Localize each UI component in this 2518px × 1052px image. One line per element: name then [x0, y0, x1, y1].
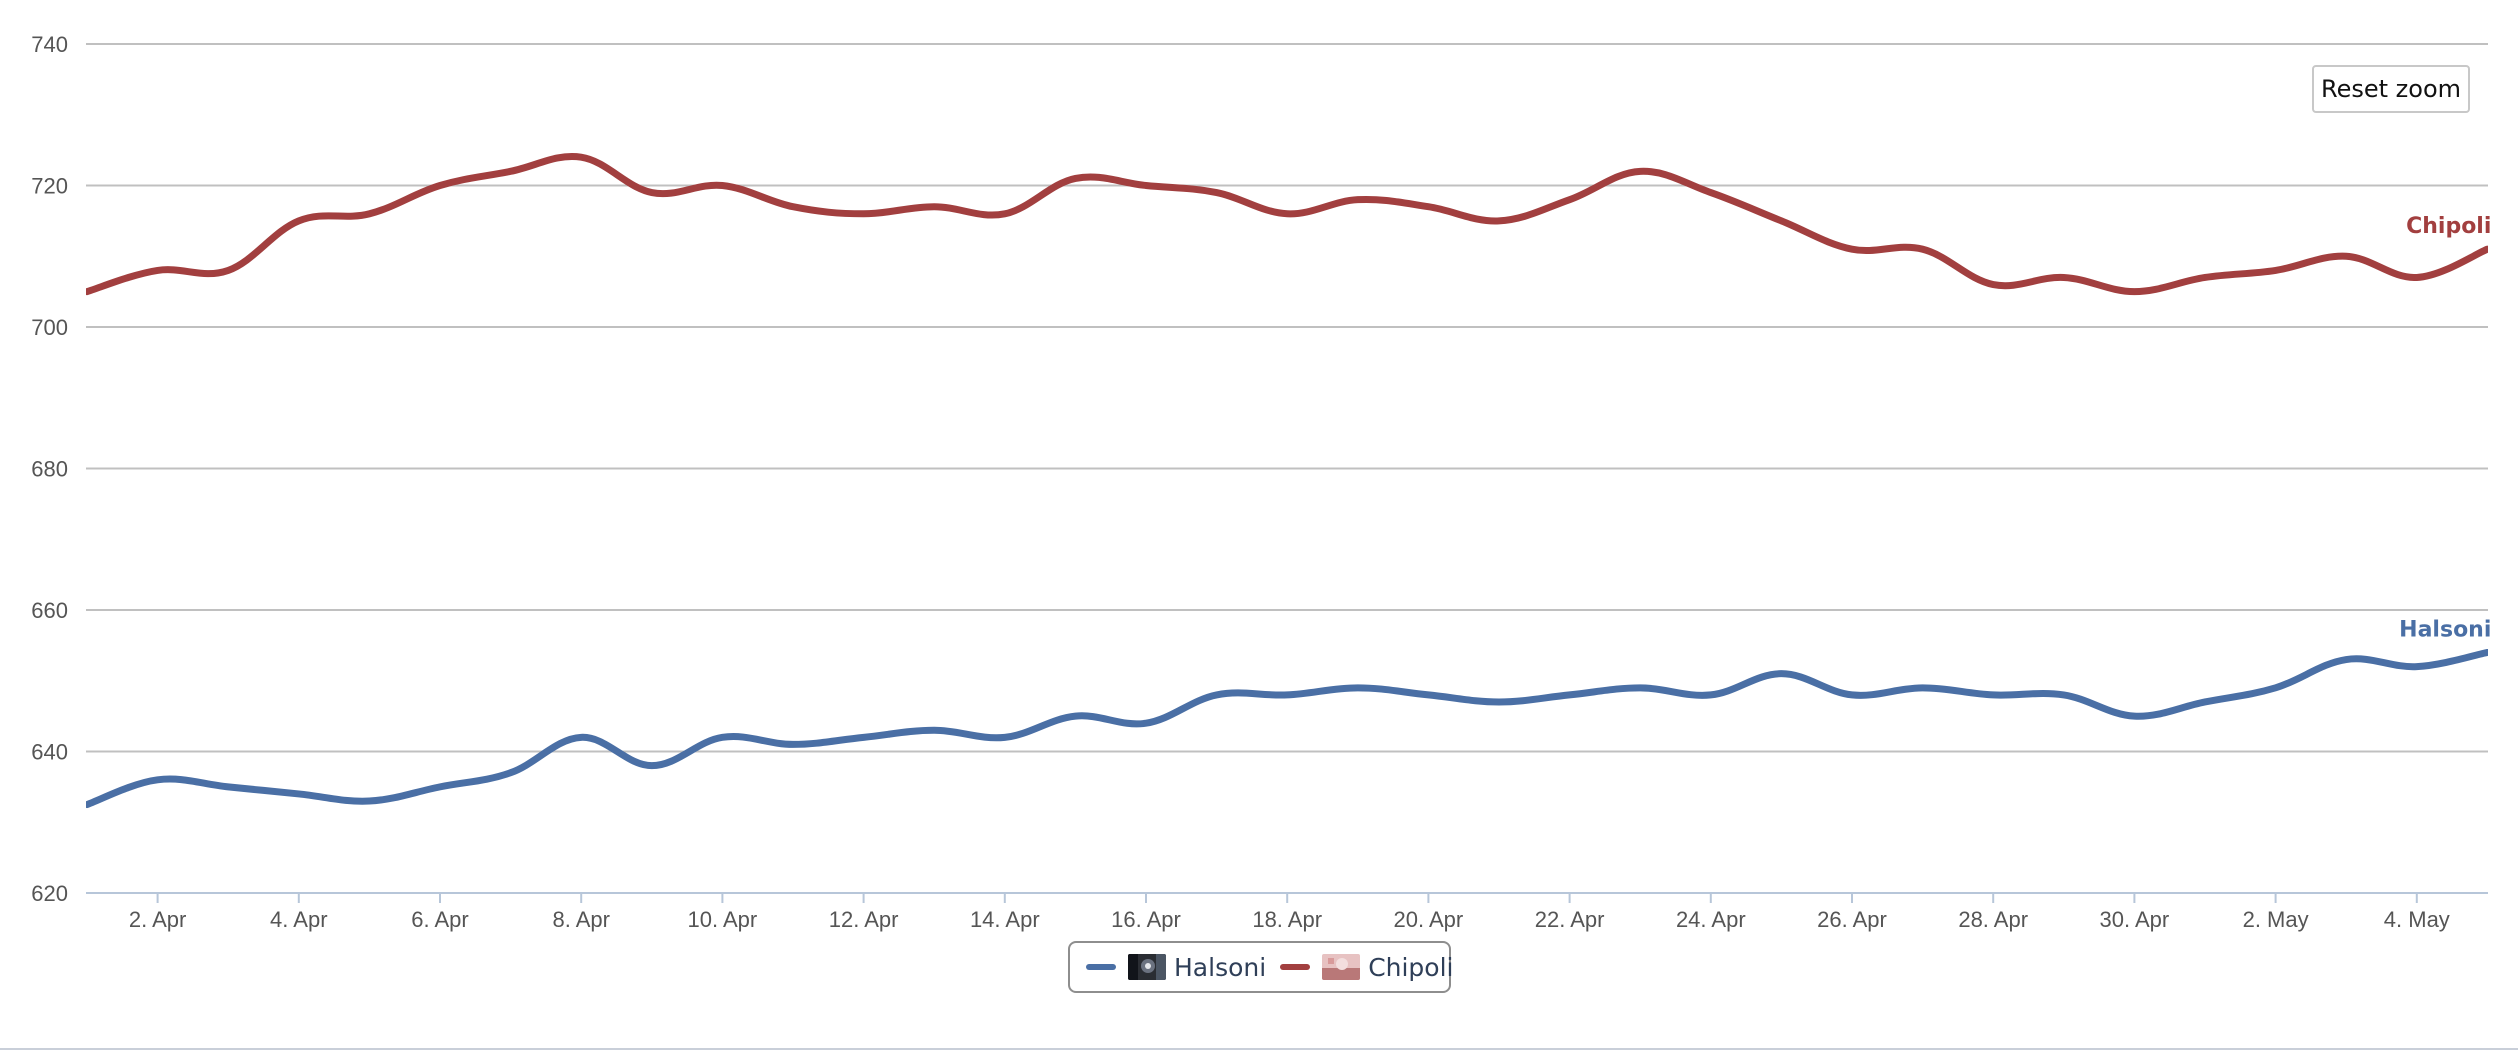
- bottom-divider: [0, 1048, 2518, 1050]
- x-tick-label: 10. Apr: [688, 907, 758, 932]
- x-tick-label: 2. May: [2243, 907, 2309, 932]
- x-tick-label: 30. Apr: [2100, 907, 2170, 932]
- x-tick-label: 6. Apr: [411, 907, 468, 932]
- x-tick-label: 20. Apr: [1394, 907, 1464, 932]
- x-tick-label: 2. Apr: [129, 907, 186, 932]
- chart-legend: Halsoni Chipoli: [1068, 941, 1454, 993]
- y-tick-label-740: 740: [31, 32, 68, 57]
- series-line-halsoni: [86, 648, 2488, 809]
- x-tick-label: 28. Apr: [1958, 907, 2028, 932]
- series-end-label-chipoli: Chipoli: [2406, 214, 2491, 239]
- avatar-chipoli-icon: [1322, 954, 1361, 980]
- legend-label-halsoni: Halsoni: [1174, 952, 1267, 982]
- avatar-halsoni-icon: [1128, 954, 1166, 980]
- x-tick-label: 26. Apr: [1817, 907, 1887, 932]
- x-tick-label: 22. Apr: [1535, 907, 1605, 932]
- y-tick-label-680: 680: [31, 457, 68, 482]
- y-tick-label-700: 700: [31, 315, 68, 340]
- legend-item-halsoni[interactable]: Halsoni: [1086, 953, 1266, 982]
- series-end-label-halsoni: Halsoni: [2399, 617, 2491, 642]
- legend-label-chipoli: Chipoli: [1368, 952, 1454, 982]
- legend-item-chipoli[interactable]: Chipoli: [1280, 952, 1454, 982]
- reset-zoom-button[interactable]: Reset zoom: [2312, 65, 2470, 113]
- y-tick-label-640: 640: [31, 740, 68, 765]
- legend-swatch-chipoli: [1280, 964, 1311, 970]
- x-tick-label: 18. Apr: [1252, 907, 1322, 932]
- x-tick-label: 16. Apr: [1111, 907, 1181, 932]
- y-tick-label-620: 620: [31, 881, 68, 906]
- x-tick-label: 12. Apr: [829, 907, 899, 932]
- x-tick-label: 8. Apr: [552, 907, 609, 932]
- x-tick-label: 24. Apr: [1676, 907, 1746, 932]
- x-tick-label: 14. Apr: [970, 907, 1040, 932]
- series-line-chipoli: [86, 153, 2488, 296]
- y-tick-label-660: 660: [31, 598, 68, 623]
- legend-swatch-halsoni: [1086, 964, 1116, 970]
- y-tick-label-720: 720: [31, 174, 68, 199]
- x-tick-label: 4. Apr: [270, 907, 327, 932]
- x-tick-label: 4. May: [2384, 907, 2450, 932]
